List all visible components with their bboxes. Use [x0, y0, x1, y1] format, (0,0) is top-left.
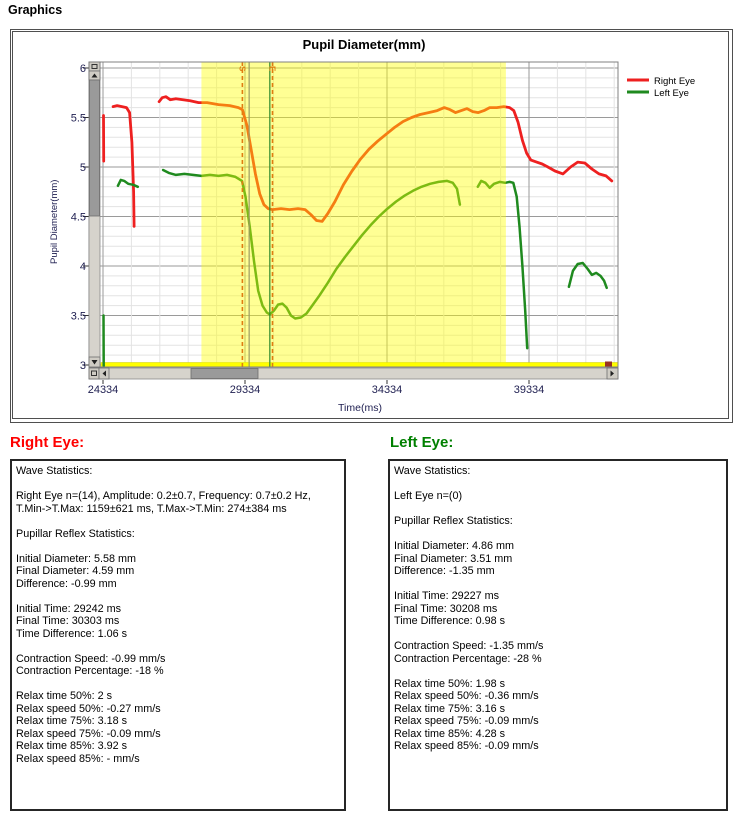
horizontal-scrollbar-thumb[interactable] — [190, 368, 259, 379]
scroll-up-icon — [91, 73, 98, 78]
horizontal-scrollbar-track[interactable] — [88, 367, 619, 380]
statistics-line: Right Eye n=(14), Amplitude: 0.2±0.7, Fr… — [16, 490, 311, 502]
statistics-line — [16, 515, 344, 528]
statistics-line: Relax speed 75%: -0.09 mm/s — [16, 727, 161, 740]
statistics-line: Relax time 75%: 3.18 s — [16, 715, 128, 727]
statistics-line — [16, 478, 344, 491]
legend-right-eye-label: Right Eye — [654, 76, 695, 87]
statistics-line: Final Time: 30303 ms — [16, 615, 120, 627]
page-title: Graphics — [8, 3, 63, 17]
reset-icon — [91, 64, 98, 69]
statistics-line: Final Diameter: 4.59 mm — [16, 565, 135, 577]
statistics-line: Final Diameter: 3.51 mm — [394, 552, 513, 565]
statistics-line: Relax time 50%: 1.98 s — [394, 677, 506, 690]
statistics-line: Left Eye n=(0) — [394, 490, 463, 502]
series-right-eye — [157, 95, 614, 223]
x-tick-label: 24334 — [88, 384, 119, 396]
statistics-line — [394, 503, 726, 516]
statistics-line: Initial Diameter: 4.86 mm — [394, 540, 515, 552]
x-tick-label: 39334 — [514, 384, 545, 396]
x-tick-label: 34334 — [372, 384, 403, 396]
statistics-line: Relax speed 85%: - mm/s — [16, 752, 140, 765]
statistics-line — [16, 640, 344, 653]
statistics-line: Relax time 50%: 2 s — [16, 690, 113, 702]
marker-label-s: S — [237, 66, 246, 72]
left-eye-section-title: Left Eye: — [390, 434, 454, 451]
statistics-line: Pupillar Reflex Statistics: — [394, 515, 513, 527]
statistics-line: Difference: -0.99 mm — [16, 577, 117, 590]
statistics-line — [394, 578, 726, 591]
statistics-line — [394, 628, 726, 641]
y-tick-label: 4.5 — [71, 212, 86, 224]
y-tick-label: 5.5 — [71, 113, 86, 125]
y-tick-label: 4 — [80, 261, 86, 273]
stimulus-highlight-region — [201, 62, 506, 367]
statistics-line: Relax speed 85%: -0.09 mm/s — [394, 740, 539, 752]
chart-title: Pupil Diameter(mm) — [303, 37, 426, 52]
marker-label-e: E — [268, 66, 277, 72]
statistics-line: Time Difference: 1.06 s — [16, 627, 128, 640]
series-left-eye — [567, 261, 608, 290]
statistics-line: Wave Statistics: — [16, 465, 93, 477]
statistics-line — [16, 678, 344, 691]
statistics-line: Difference: -1.35 mm — [394, 565, 495, 577]
series-left-eye — [476, 179, 529, 350]
scroll-right-icon — [610, 370, 614, 377]
statistics-line: Initial Time: 29227 ms — [394, 590, 500, 602]
statistics-line: Initial Time: 29242 ms — [16, 602, 122, 615]
h-reset-icon — [91, 370, 97, 376]
statistics-line: Relax speed 75%: -0.09 mm/s — [394, 715, 539, 727]
statistics-line — [16, 590, 344, 603]
statistics-line: Wave Statistics: — [394, 465, 471, 477]
statistics-line: Relax speed 50%: -0.36 mm/s — [394, 690, 539, 702]
vertical-scrollbar-thumb[interactable] — [89, 79, 100, 217]
right-eye-section-title: Right Eye: — [10, 434, 85, 451]
statistics-line: Contraction Speed: -1.35 mm/s — [394, 640, 544, 652]
statistics-line: Relax speed 50%: -0.27 mm/s — [16, 702, 161, 715]
series-left-eye — [116, 178, 140, 189]
band-end-marker — [605, 361, 612, 368]
scroll-down-icon — [91, 360, 98, 365]
statistics-line: Time Difference: 0.98 s — [394, 615, 506, 627]
legend-left-eye-label: Left Eye — [654, 88, 689, 99]
series-left-eye — [161, 168, 462, 320]
statistics-line: Relax time 85%: 4.28 s — [394, 727, 506, 740]
x-tick-label: 29334 — [230, 384, 261, 396]
statistics-line: T.Min->T.Max: 1159±621 ms, T.Max->T.Min:… — [16, 502, 287, 515]
statistics-line: Final Time: 30208 ms — [394, 602, 498, 615]
statistics-line — [394, 528, 726, 541]
statistics-line: Contraction Speed: -0.99 mm/s — [16, 652, 166, 665]
y-tick-label: 6 — [80, 63, 86, 75]
plot-background — [89, 62, 618, 367]
h-scrollbar-reset-button[interactable] — [88, 367, 100, 380]
scroll-left-icon — [102, 370, 106, 377]
y-axis-title: Pupil Diameter(mm) — [49, 180, 60, 264]
right-eye-statistics-box: Wave Statistics: Right Eye n=(14), Ampli… — [10, 459, 346, 811]
statistics-line — [394, 665, 726, 678]
statistics-line: Pupillar Reflex Statistics: — [16, 527, 135, 540]
statistics-line: Relax time 85%: 3.92 s — [16, 740, 128, 752]
statistics-line — [16, 540, 344, 553]
left-eye-statistics-box: Wave Statistics: Left Eye n=(0) Pupillar… — [388, 459, 728, 811]
y-tick-label: 3 — [80, 360, 86, 372]
statistics-line: Initial Diameter: 5.58 mm — [16, 552, 137, 565]
statistics-line — [394, 478, 726, 491]
chart-legend: Right Eye Left Eye — [627, 76, 695, 99]
y-tick-label: 5 — [80, 162, 86, 174]
statistics-line: Contraction Percentage: -28 % — [394, 652, 542, 665]
scrollbar-reset-button[interactable] — [88, 61, 101, 72]
statistics-line: Contraction Percentage: -18 % — [16, 665, 164, 677]
statistics-line: Relax time 75%: 3.16 s — [394, 702, 506, 715]
x-axis-title: Time(ms) — [338, 402, 382, 414]
y-tick-label: 3.5 — [71, 311, 86, 323]
